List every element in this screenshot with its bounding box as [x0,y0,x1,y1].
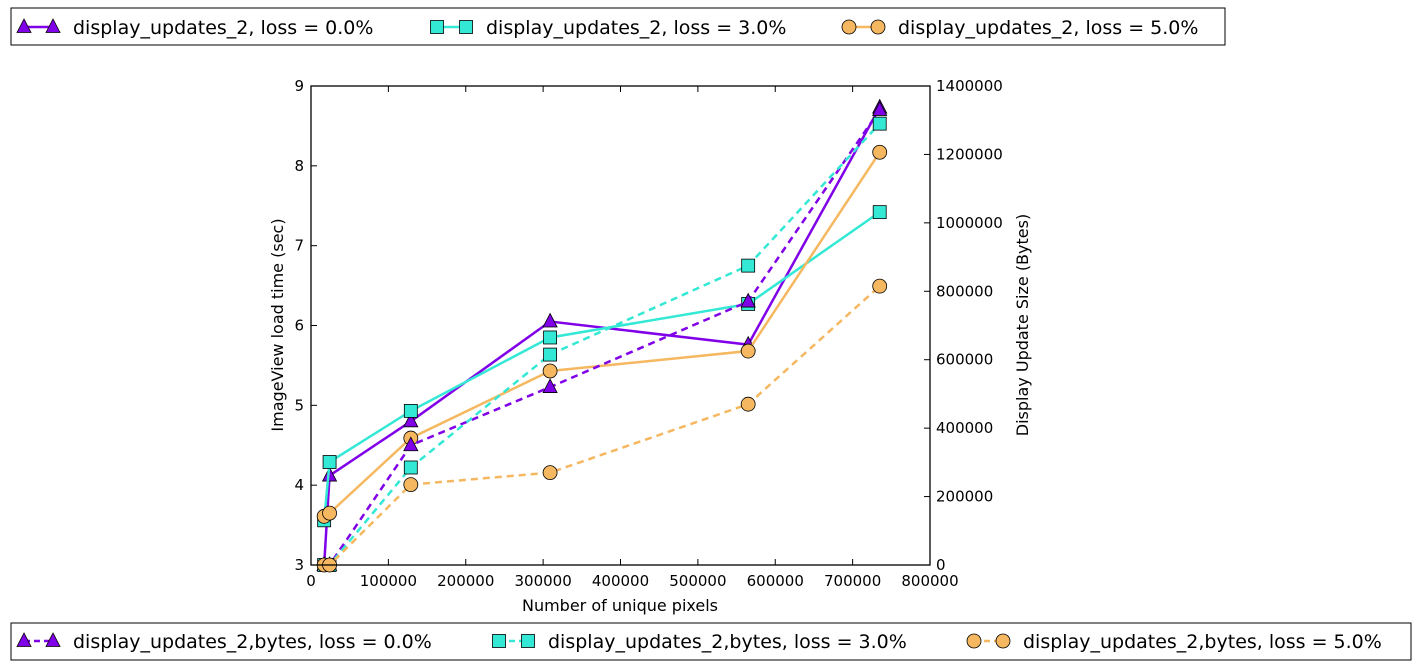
legend-item: display_updates_2,bytes, loss = 5.0% [966,631,1382,653]
data-point [542,378,558,393]
y-right-tick-label: 600000 [936,351,993,369]
legend-label: display_updates_2,bytes, loss = 0.0% [73,631,432,653]
y-right-tick-label: 0 [936,556,946,574]
y-left-tick-label: 6 [294,317,304,335]
legend-marker [430,20,444,34]
series-line [322,211,881,521]
legend-marker [16,18,32,33]
x-tick-label: 600000 [747,572,804,590]
series-layer [316,98,888,573]
series-3 [316,144,888,524]
series-line [322,106,881,566]
series-5 [317,116,887,572]
data-point [403,404,418,418]
legend-marker [870,19,886,35]
data-point [740,343,756,359]
data-point [542,465,558,481]
data-point [403,460,418,475]
data-point [740,396,756,412]
data-point [542,363,558,379]
y-left-axis-label: ImageView load time (sec) [268,218,287,431]
legend-item: display_updates_2, loss = 5.0% [841,17,1198,39]
data-point [542,312,558,328]
data-point [543,347,557,362]
x-tick-label: 800000 [901,572,958,590]
x-tick-label: 100000 [360,572,417,590]
data-point [322,505,337,521]
legend-top-items: display_updates_2, loss = 0.0% display_up… [16,17,1198,39]
data-point [872,116,887,131]
data-point [403,436,419,452]
legend-top: display_updates_2, loss = 0.0% display_up… [10,7,1226,46]
legend-bottom-items: display_updates_2,bytes, loss = 0.0% disp… [16,631,1382,653]
legend-item: display_updates_2,bytes, loss = 0.0% [16,631,432,653]
data-point [872,144,888,160]
series-1 [316,98,888,571]
y-right-tick-label: 1000000 [936,214,1003,232]
y-right-tick-label: 1400000 [936,77,1003,95]
y-left-tick-label: 7 [294,237,304,255]
legend-item: display_updates_2,bytes, loss = 3.0% [492,631,907,653]
legend-marker [841,19,857,35]
x-tick-label: 300000 [514,572,571,590]
y-right-tick-label: 800000 [936,282,993,300]
data-point [872,205,887,220]
legend-marker [16,632,32,647]
y-right-tick-label: 400000 [936,419,993,437]
legend-label: display_updates_2, loss = 5.0% [898,17,1198,39]
x-tick-label: 0 [306,572,316,590]
data-point [403,412,419,428]
legend-marker [966,633,982,649]
legend-marker [995,633,1011,649]
data-point [322,455,337,469]
data-point [872,278,888,294]
series-4 [316,101,888,571]
data-point [872,101,888,116]
y-left-tick-label: 3 [294,556,304,574]
y-right-tick-label: 1200000 [936,145,1003,163]
data-point [740,292,756,308]
x-tick-label: 200000 [437,572,494,590]
x-tick-label: 700000 [824,572,881,590]
legend-label: display_updates_2, loss = 3.0% [486,17,786,39]
data-point [741,258,756,273]
y-right-axis-label: Display Update Size (Bytes) [1013,214,1032,436]
legend-label: display_updates_2, loss = 0.0% [73,17,373,39]
data-point [543,330,557,345]
legend-marker [459,20,473,34]
legend-marker [492,634,506,648]
y-left-tick-label: 5 [294,396,304,414]
x-tick-label: 400000 [592,572,649,590]
legend-marker [45,18,61,33]
x-axis-label: Number of unique pixels [522,596,718,615]
series-line [324,122,881,567]
legend-marker [521,634,535,648]
y-left-tick-label: 9 [294,77,304,95]
data-point [403,477,419,492]
legend-bottom-frame [10,622,1412,661]
legend-item: display_updates_2, loss = 3.0% [430,17,786,39]
x-tick-label: 500000 [669,572,726,590]
ticks-layer: 0 100000 200000 300000 400000 500000 600000 700… [294,77,1002,590]
legend-bottom: display_updates_2,bytes, loss = 0.0% disp… [10,622,1412,661]
legend-marker [45,632,61,647]
series-line [324,109,881,567]
legend-label: display_updates_2,bytes, loss = 3.0% [548,631,907,653]
y-right-tick-label: 200000 [936,488,993,506]
y-left-tick-label: 4 [294,476,304,494]
legend-top-frame [10,7,1226,46]
legend-item: display_updates_2, loss = 0.0% [16,17,373,39]
legend-label: display_updates_2,bytes, loss = 5.0% [1023,631,1382,653]
y-left-tick-label: 8 [294,157,304,175]
